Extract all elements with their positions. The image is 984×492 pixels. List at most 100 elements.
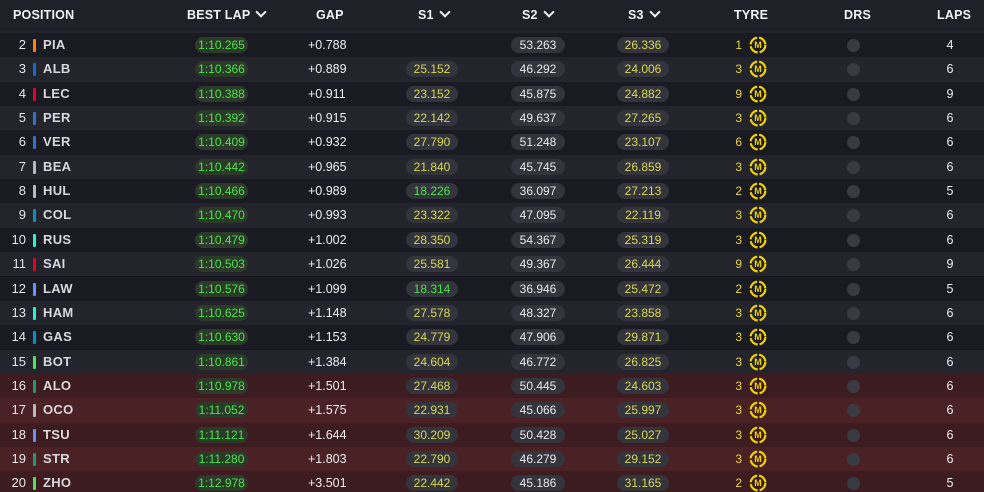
table-row[interactable]: 18 TSU 1:11.121 +1.644 30.209 50.428 25.027 3 M 6 [0,422,984,447]
sector3-time: 29.152 [617,450,669,467]
driver-code: TSU [43,426,70,442]
table-row[interactable]: 16 ALO 1:10.978 +1.501 27.468 50.445 24.603 3 M 6 [0,373,984,399]
gap-value: +0.993 [308,208,347,223]
header-s2-label: S2 [522,8,538,22]
driver-code: ALO [43,377,72,393]
tyre-age: 3 [735,427,742,442]
sector2-time: 45.186 [511,475,565,492]
gap-value: +0.911 [308,86,346,101]
table-row[interactable]: 13 HAM 1:10.625 +1.148 27.578 48.327 23.858 3 M 6 [0,300,984,326]
table-row[interactable]: 17 OCO 1:11.052 +1.575 22.931 45.066 25.997 3 M 6 [0,398,984,423]
sector3-time: 25.997 [617,402,669,419]
drs-indicator [847,306,860,320]
position-number: 14 [11,329,26,345]
table-row[interactable]: 20 ZHO 1:12.978 +3.501 22.442 45.186 31.165 2 M 5 [0,471,984,492]
best-lap-time: 1:12.978 [195,475,248,492]
drs-indicator [847,185,860,199]
sector1-time: 22.790 [406,450,458,467]
tyre-age: 9 [735,86,742,101]
laps-count: 6 [946,427,954,442]
header-s2[interactable]: S2 [522,0,555,31]
best-lap-time: 1:10.388 [195,85,248,102]
driver-code: COL [43,207,72,223]
sector1-time: 22.442 [406,475,458,492]
header-s3[interactable]: S3 [628,0,661,31]
table-row[interactable]: 7 BEA 1:10.442 +0.965 21.840 45.745 26.859 3 M 6 [0,154,984,180]
sector3-time: 31.165 [617,475,669,492]
table-row[interactable]: 19 STR 1:11.280 +1.803 22.790 46.279 29.152 3 M 6 [0,446,984,472]
best-lap-time: 1:11.121 [195,426,248,443]
table-row[interactable]: 8 HUL 1:10.466 +0.989 18.226 36.097 27.213 2 M 5 [0,179,984,204]
position-number: 3 [18,61,26,77]
table-row[interactable]: 11 SAI 1:10.503 +1.026 25.581 49.367 26.444 9 M 9 [0,252,984,277]
team-color-bar [33,331,36,345]
sector3-time: 24.882 [617,85,669,102]
tyre-compound-letter: M [754,235,762,245]
header-best-lap[interactable]: BEST LAP [187,0,268,31]
best-lap-time: 1:10.630 [195,329,248,346]
gap-value: +1.002 [308,232,347,247]
gap-value: +0.915 [308,111,347,126]
team-color-bar [33,233,36,247]
gap-value: +1.384 [308,354,347,369]
team-color-bar [33,112,36,126]
position-number: 10 [11,231,26,247]
position-number: 20 [11,475,26,491]
header-best-lap-label: BEST LAP [187,8,251,22]
table-row[interactable]: 3 ALB 1:10.366 +0.889 25.152 46.292 24.006 3 M 6 [0,57,984,82]
drs-indicator [847,404,860,418]
drs-indicator [847,160,860,174]
tyre-compound-letter: M [754,40,762,50]
table-row[interactable]: 10 RUS 1:10.479 +1.002 28.350 54.367 25.319 3 M 6 [0,227,984,253]
tyre-compound-letter: M [754,284,762,294]
sector2-time: 53.263 [511,37,565,53]
header-s3-label: S3 [628,8,644,22]
drs-indicator [847,428,860,442]
table-row[interactable]: 2 PIA 1:10.265 +0.788 53.263 26.336 1 M 4 [0,33,984,58]
table-row[interactable]: 12 LAW 1:10.576 +1.099 18.314 36.946 25.472 2 M 5 [0,276,984,301]
drs-indicator [847,63,860,77]
table-row[interactable]: 5 PER 1:10.392 +0.915 22.142 49.637 27.265 3 M 6 [0,106,984,131]
gap-value: +0.989 [308,184,347,199]
tyre-compound-letter: M [754,405,762,415]
tyre-compound-letter: M [754,308,762,318]
tyre-age: 6 [735,135,742,150]
best-lap-time: 1:10.265 [195,37,248,53]
drs-indicator [847,258,860,272]
drs-indicator [847,209,860,223]
sector3-time: 26.825 [617,353,669,370]
table-row[interactable]: 14 GAS 1:10.630 +1.153 24.779 47.906 29.871 3 M 6 [0,325,984,350]
table-row[interactable]: 6 VER 1:10.409 +0.932 27.790 51.248 23.107 6 M 6 [0,130,984,155]
medium-tyre-icon: M [749,328,767,346]
tyre-compound-letter: M [754,186,762,196]
best-lap-time: 1:11.280 [195,450,248,467]
drs-indicator [847,233,860,247]
best-lap-time: 1:10.442 [195,158,248,175]
laps-count: 6 [946,451,954,466]
team-color-bar [33,258,36,272]
laps-count: 9 [946,257,954,272]
gap-value: +0.788 [308,38,347,52]
sector3-time: 27.265 [617,110,669,127]
table-row[interactable]: 4 LEC 1:10.388 +0.911 23.152 45.875 24.882 9 M 9 [0,81,984,106]
team-color-bar [33,63,36,77]
driver-code: LAW [43,280,73,296]
position-number: 18 [11,426,26,442]
sector2-time: 46.292 [511,61,565,78]
sector3-time: 25.319 [617,231,669,248]
sector3-time: 27.213 [617,183,669,200]
sector1-time: 25.152 [406,61,458,78]
table-row[interactable]: 15 BOT 1:10.861 +1.384 24.604 46.772 26.825 3 M 6 [0,349,984,374]
sector1-time: 18.226 [406,183,458,200]
sector1-time: 30.209 [406,426,458,443]
best-lap-time: 1:10.861 [195,353,248,370]
driver-code: ZHO [43,475,72,491]
tyre-age: 3 [735,354,742,369]
best-lap-time: 1:11.052 [195,402,248,419]
table-row[interactable]: 9 COL 1:10.470 +0.993 23.322 47.095 22.119 3 M 6 [0,203,984,228]
sector2-time: 47.906 [511,329,565,346]
header-s1[interactable]: S1 [418,0,451,31]
laps-count: 5 [946,184,954,199]
gap-value: +3.501 [308,476,347,491]
best-lap-time: 1:10.409 [195,134,248,151]
